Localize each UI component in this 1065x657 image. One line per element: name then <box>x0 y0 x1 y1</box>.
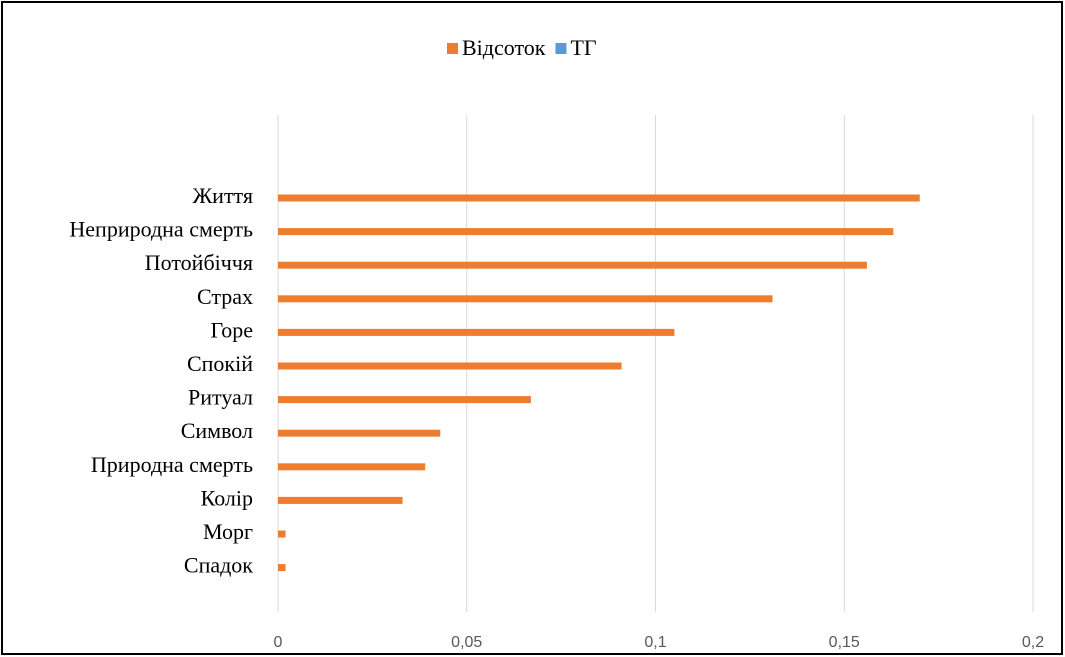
legend-label: Відсоток <box>462 35 546 60</box>
y-tick-label: Морг <box>203 519 253 544</box>
legend-swatch <box>555 43 567 54</box>
bar <box>278 295 773 303</box>
bar <box>278 564 286 572</box>
bar <box>278 429 441 437</box>
x-tick-label: 0 <box>274 634 283 651</box>
bar <box>278 228 894 236</box>
bar <box>278 496 403 504</box>
x-tick-label: 0,15 <box>829 634 860 651</box>
y-tick-label: Символ <box>181 418 253 443</box>
y-tick-label: Горе <box>210 317 253 342</box>
x-tick-label: 0,1 <box>644 634 666 651</box>
bar <box>278 362 622 370</box>
y-tick-label: Природна смерть <box>91 452 253 477</box>
legend-swatch <box>447 43 458 54</box>
y-tick-label: Спадок <box>184 553 253 578</box>
bar <box>278 261 867 269</box>
bar <box>278 396 531 404</box>
legend-label: ТГ <box>570 35 596 60</box>
y-tick-label: Життя <box>192 183 253 208</box>
bar <box>278 328 675 336</box>
bar <box>278 463 426 471</box>
y-tick-label: Ритуал <box>188 385 253 410</box>
y-tick-label: Спокій <box>187 351 253 376</box>
x-tick-label: 0,05 <box>451 634 482 651</box>
y-tick-label: Потойбіччя <box>145 250 253 275</box>
legend: Відсоток ТГ <box>447 35 597 60</box>
y-tick-label: Страх <box>197 284 253 309</box>
bar <box>278 530 286 538</box>
y-tick-label: Неприродна смерть <box>69 217 253 242</box>
bar <box>278 194 920 202</box>
x-tick-label: 0,2 <box>1022 634 1044 651</box>
y-tick-label: Колір <box>201 485 253 510</box>
